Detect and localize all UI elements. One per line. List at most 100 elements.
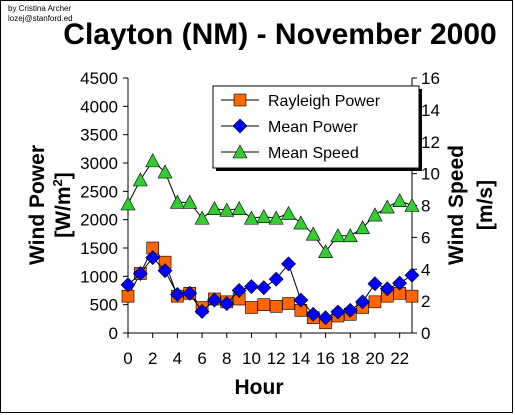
point-rayleigh-power: [269, 300, 283, 313]
point-mean-power: [219, 296, 235, 311]
x-tick-label: 4: [173, 349, 182, 368]
point-mean-speed: [293, 215, 309, 230]
point-mean-power: [132, 266, 148, 281]
point-mean-power: [157, 263, 173, 279]
left-tick-label: 1500: [80, 239, 118, 258]
point-mean-power: [330, 304, 346, 320]
x-tick-label: 6: [197, 349, 206, 368]
right-tick-label: 14: [421, 101, 440, 120]
right-tick-label: 2: [421, 292, 430, 311]
point-mean-power: [355, 294, 371, 310]
point-mean-speed: [355, 220, 371, 235]
right-axis-label-main: Wind Speed: [445, 145, 468, 265]
point-mean-power: [169, 287, 185, 302]
point-mean-power: [268, 271, 284, 287]
point-mean-power: [281, 256, 296, 272]
legend-marker-mean-power: [232, 118, 248, 134]
point-mean-speed: [318, 244, 334, 259]
x-tick-label: 0: [123, 349, 132, 368]
point-mean-power: [342, 302, 358, 318]
point-mean-speed: [256, 209, 272, 223]
author-credit: by Cristina Archer lozej@stanford.ed: [8, 4, 73, 24]
right-tick-label: 6: [421, 228, 430, 247]
point-mean-speed: [392, 193, 408, 208]
series-line-mean-speed: [127, 160, 413, 253]
legend-label-rayleigh-power: Rayleigh Power: [268, 93, 381, 110]
left-tick-label: 4000: [80, 97, 118, 116]
left-tick-label: 2500: [80, 182, 118, 201]
point-mean-speed: [120, 196, 136, 211]
left-axis-unit-superscript: 2: [50, 179, 65, 186]
point-mean-power: [367, 276, 383, 292]
point-mean-power: [392, 275, 408, 291]
legend: Rayleigh Power Mean Power Mean Speed: [212, 85, 422, 171]
point-mean-speed: [157, 164, 173, 179]
point-mean-speed: [132, 172, 148, 187]
left-axis-label-main: Wind Power: [26, 145, 49, 265]
left-tick-label: 2000: [80, 211, 118, 230]
point-mean-power: [182, 285, 198, 301]
point-mean-power: [244, 279, 259, 294]
legend-label-mean-power: Mean Power: [268, 119, 358, 136]
x-tick-label: 12: [267, 349, 286, 368]
x-tick-label: 18: [341, 349, 360, 368]
x-tick-label: 14: [291, 349, 310, 368]
point-mean-speed: [404, 197, 420, 212]
point-rayleigh-power: [282, 297, 295, 310]
right-tick-label: 0: [421, 324, 430, 343]
axes: 0500100015002000250030003500400045000246…: [80, 69, 440, 368]
point-mean-speed: [231, 201, 247, 215]
series-mean-speed: [120, 153, 420, 259]
x-tick-label: 8: [222, 349, 231, 368]
left-axis-unit-prefix: [W/m: [52, 186, 75, 237]
point-mean-speed: [342, 228, 358, 243]
point-rayleigh-power: [257, 298, 271, 311]
legend-label-mean-speed: Mean Speed: [268, 145, 359, 162]
x-tick-label: 22: [390, 349, 409, 368]
left-tick-label: 1000: [80, 267, 118, 286]
legend-marker-mean-speed: [232, 144, 248, 159]
point-mean-power: [194, 304, 210, 319]
x-axis-label: Hour: [235, 376, 284, 399]
left-tick-label: 3500: [80, 126, 118, 145]
point-mean-speed: [330, 228, 346, 243]
right-tick-label: 8: [421, 197, 430, 216]
point-mean-speed: [367, 207, 383, 222]
point-mean-speed: [281, 205, 297, 220]
point-mean-power: [231, 283, 247, 298]
left-tick-label: 4500: [80, 69, 118, 88]
point-mean-power: [305, 306, 321, 322]
point-mean-speed: [182, 194, 198, 209]
point-mean-speed: [305, 226, 321, 241]
point-mean-power: [120, 277, 136, 293]
right-tick-label: 4: [421, 260, 430, 279]
point-mean-power: [256, 280, 272, 296]
point-rayleigh-power: [368, 295, 382, 309]
point-mean-speed: [194, 210, 210, 225]
series-layer: [120, 153, 420, 330]
x-tick-label: 10: [242, 349, 261, 368]
point-mean-speed: [243, 210, 259, 225]
point-mean-power: [379, 281, 395, 297]
left-tick-label: 500: [90, 296, 118, 315]
chart-title: Clayton (NM) - November 2000: [63, 18, 497, 51]
left-tick-label: 0: [109, 324, 118, 343]
series-mean-power: [120, 250, 420, 326]
point-mean-power: [145, 250, 161, 266]
right-tick-label: 16: [421, 69, 440, 88]
left-tick-label: 3000: [80, 154, 118, 173]
point-mean-power: [318, 310, 333, 326]
point-rayleigh-power: [405, 289, 419, 303]
point-mean-power: [207, 292, 222, 308]
point-rayleigh-power: [245, 301, 258, 314]
point-mean-speed: [145, 153, 161, 168]
point-mean-speed: [219, 202, 235, 217]
x-tick-label: 20: [365, 349, 384, 368]
point-mean-speed: [268, 210, 284, 225]
point-mean-speed: [206, 201, 222, 215]
x-tick-label: 2: [148, 349, 157, 368]
legend-marker-rayleigh-power: [233, 93, 247, 107]
right-tick-label: 12: [421, 133, 440, 152]
